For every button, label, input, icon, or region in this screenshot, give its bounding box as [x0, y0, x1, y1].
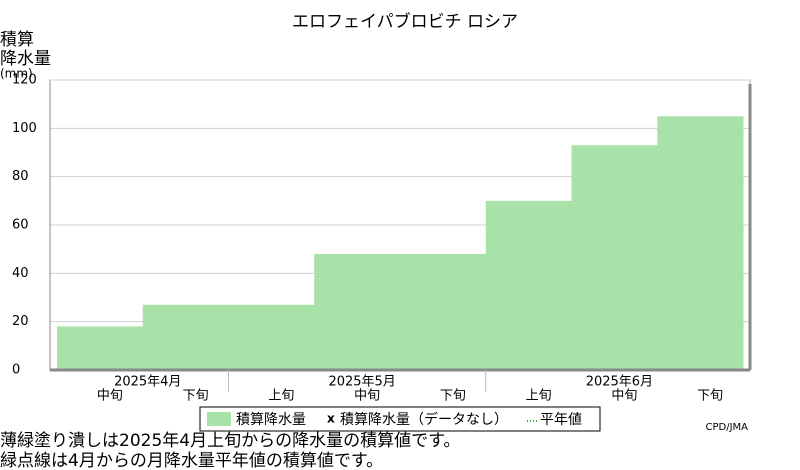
- legend-label: 平年値: [540, 412, 582, 428]
- area-step: [57, 326, 144, 370]
- y-axis-label: 降水量: [0, 49, 51, 69]
- x-tick-label: 下旬: [183, 389, 209, 404]
- note: 緑点線は4月からの月降水量平年値の積算値です。: [0, 451, 383, 470]
- legend-swatch: [207, 412, 231, 426]
- y-axis-label: 積算: [0, 30, 34, 50]
- y-tick-label: 0: [12, 363, 20, 378]
- x-tick-label: 中旬: [354, 389, 380, 404]
- month-label: 2025年4月: [114, 375, 181, 390]
- x-tick-label: 下旬: [697, 389, 723, 404]
- chart-title: エロフェイパブロビチ ロシア: [292, 11, 518, 32]
- legend-label: 積算降水量: [236, 412, 306, 428]
- y-tick-label: 80: [12, 169, 29, 184]
- area-step: [485, 200, 572, 370]
- note: 薄緑塗り潰しは2025年4月上旬からの降水量の積算値です。: [0, 430, 460, 451]
- y-axis-label: (mm): [0, 67, 33, 81]
- x-tick-label: 中旬: [97, 389, 123, 404]
- area-step: [657, 116, 744, 370]
- y-tick-label: 100: [12, 121, 37, 136]
- legend-box: [199, 406, 601, 432]
- area-step: [400, 254, 487, 370]
- month-label: 2025年5月: [328, 375, 395, 390]
- area-step: [142, 304, 229, 370]
- x-tick-label: 上旬: [268, 389, 294, 404]
- y-tick-label: 20: [12, 314, 29, 329]
- legend-marker: x: [327, 412, 335, 426]
- x-tick-label: 下旬: [440, 389, 466, 404]
- month-label: 2025年6月: [586, 375, 653, 390]
- area-step: [314, 254, 401, 370]
- area-step: [571, 145, 658, 370]
- area-step: [228, 304, 315, 370]
- y-tick-label: 60: [12, 218, 29, 233]
- legend-label: 積算降水量（データなし）: [340, 411, 508, 428]
- y-tick-label: 120: [12, 73, 37, 88]
- x-tick-label: 中旬: [611, 389, 637, 404]
- x-tick-label: 上旬: [526, 389, 552, 404]
- credit: CPD/JMA: [706, 422, 749, 433]
- y-tick-label: 40: [12, 266, 29, 281]
